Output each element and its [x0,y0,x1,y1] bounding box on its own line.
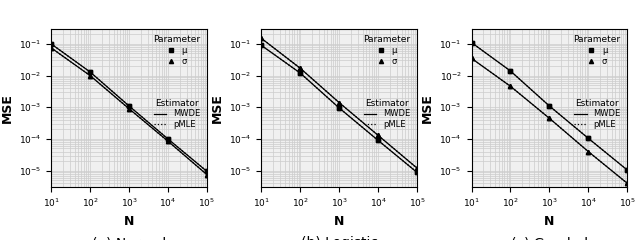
Legend: MWDE, pMLE: MWDE, pMLE [572,96,623,132]
Y-axis label: MSE: MSE [211,93,223,123]
Y-axis label: MSE: MSE [420,93,434,123]
Title: (a) Normal: (a) Normal [92,236,166,240]
Y-axis label: MSE: MSE [1,93,13,123]
X-axis label: N: N [544,215,554,228]
X-axis label: N: N [334,215,344,228]
Title: (b) Logistic: (b) Logistic [301,236,378,240]
X-axis label: N: N [124,215,134,228]
Title: (c) Gumbel: (c) Gumbel [511,236,588,240]
Legend: MWDE, pMLE: MWDE, pMLE [151,96,203,132]
Legend: MWDE, pMLE: MWDE, pMLE [362,96,413,132]
